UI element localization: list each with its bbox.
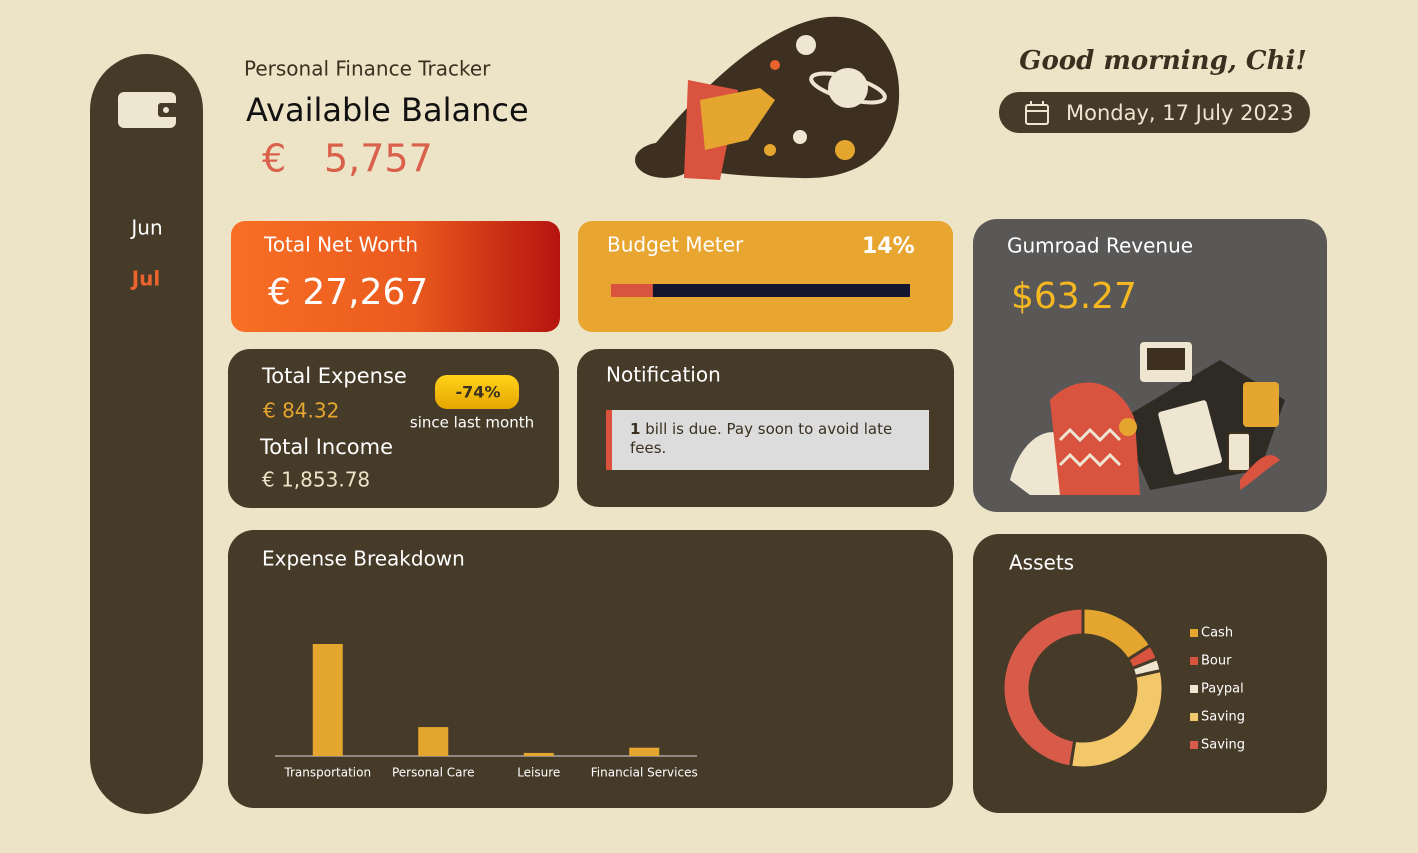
budget-track [611, 284, 910, 297]
x-tick-label: Financial Services [591, 766, 698, 780]
x-tick-label: Leisure [517, 766, 560, 780]
income-value: € 1,853.78 [262, 468, 370, 492]
notification-text: 1 bill is due. Pay soon to avoid late fe… [630, 420, 920, 458]
legend-swatch [1190, 629, 1198, 637]
currency: € [262, 137, 286, 181]
x-tick-label: Transportation [283, 766, 371, 780]
desk-illustration [1010, 342, 1285, 495]
budget-fill [611, 284, 653, 297]
income-label: Total Income [259, 435, 393, 459]
bar [418, 727, 449, 756]
donut-slice [1001, 606, 1085, 769]
breakdown-card [228, 530, 953, 808]
title: Available Balance [246, 91, 529, 129]
net-worth-card [231, 221, 560, 332]
budget-card [578, 221, 953, 332]
notification-label: Notification [606, 363, 721, 387]
date: Monday, 17 July 2023 [1066, 101, 1294, 125]
month-item-active[interactable]: Jul [130, 267, 161, 291]
budget-label: Budget Meter [607, 233, 744, 257]
legend-swatch [1190, 685, 1198, 693]
notification-message: bill is due. Pay soon to avoid late fees… [630, 420, 893, 457]
change-badge [435, 375, 519, 409]
space-illustration [635, 16, 900, 180]
wallet-icon [118, 92, 178, 128]
subtitle: Personal Finance Tracker [244, 57, 491, 81]
date-pill [999, 92, 1310, 133]
legend-label: Paypal [1201, 682, 1244, 697]
sidebar [90, 54, 203, 814]
bar [523, 752, 554, 756]
notification-box [606, 410, 929, 470]
budget-percent: 14% [862, 234, 915, 259]
balance: 5,757 [324, 137, 433, 181]
chart-title: Expense Breakdown [262, 547, 465, 571]
bar [629, 747, 660, 756]
change-note: since last month [410, 414, 534, 432]
legend-label: Bour [1201, 654, 1232, 669]
x-tick-label: Personal Care [392, 766, 475, 780]
month-item[interactable]: Jun [129, 216, 162, 240]
legend-swatch [1190, 713, 1198, 721]
calendar-icon [1025, 101, 1049, 125]
bar [312, 644, 343, 756]
expense-value: € 84.32 [263, 399, 339, 423]
change-value: -74% [456, 383, 501, 402]
notification-count: 1 [630, 420, 641, 438]
legend-label: Saving [1201, 710, 1245, 725]
net-worth-label: Total Net Worth [263, 233, 418, 257]
legend-label: Cash [1201, 626, 1233, 641]
net-worth-value: € 27,267 [268, 272, 428, 313]
legend-swatch [1190, 741, 1198, 749]
notification-accent [606, 410, 612, 470]
gumroad-label: Gumroad Revenue [1007, 234, 1193, 258]
legend-swatch [1190, 657, 1198, 665]
greeting: Good morning, Chi! [1019, 46, 1307, 76]
chart-title: Assets [1009, 551, 1074, 575]
notification-text-box: 1 bill is due. Pay soon to avoid late fe… [630, 420, 920, 458]
gumroad-value: $63.27 [1011, 276, 1137, 317]
legend-label: Saving [1201, 738, 1245, 753]
expense-label: Total Expense [261, 364, 407, 388]
